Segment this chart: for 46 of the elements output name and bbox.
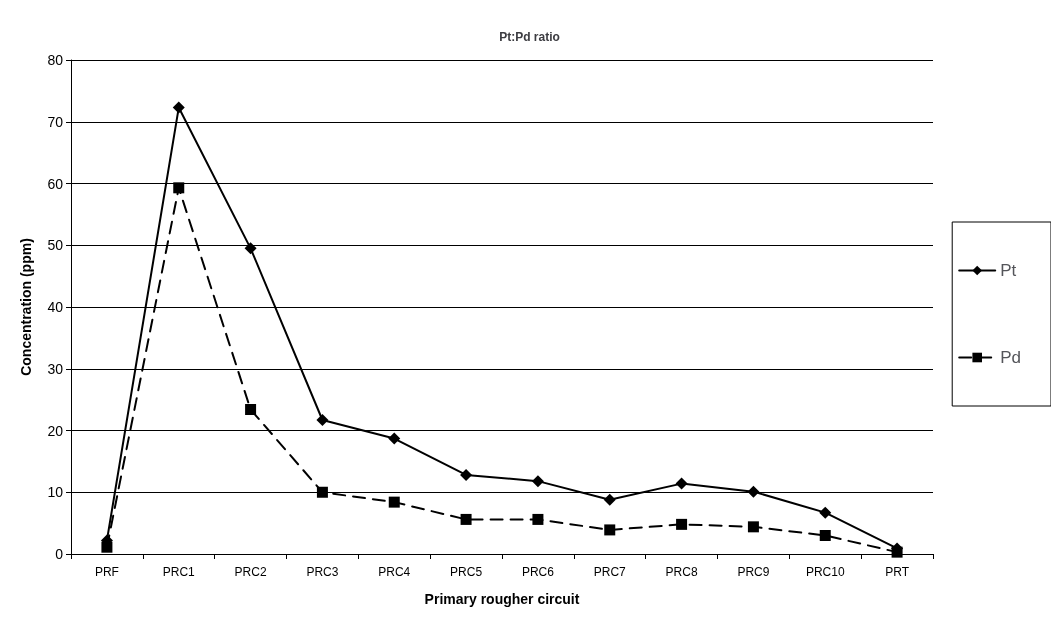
point [747, 485, 760, 498]
point [532, 513, 544, 525]
x-tick-label: PRC8 [665, 565, 698, 579]
point [603, 493, 616, 506]
point [819, 529, 831, 541]
x-tick-label: PRC3 [306, 565, 339, 579]
y-tick-label: 70 [47, 113, 64, 130]
point [388, 496, 400, 508]
y-axis-title: Concentration (ppm) [18, 238, 34, 376]
legend-label: Pt [1000, 261, 1017, 280]
point [531, 475, 544, 488]
point [604, 524, 616, 536]
x-tick-label: PRT [885, 565, 910, 579]
x-tick-label: PRC10 [805, 565, 845, 579]
legend-label: Pd [1000, 348, 1021, 367]
point [245, 404, 257, 416]
point [388, 432, 401, 445]
point [676, 518, 688, 530]
x-tick-label: PRC7 [593, 565, 627, 579]
y-tick-label: 10 [47, 484, 64, 501]
y-tick-label: 40 [47, 299, 64, 315]
y-tick-label: 0 [55, 546, 64, 562]
chart-title: Pt:Pd ratio [499, 30, 560, 44]
x-tick-label: PRF [94, 565, 119, 579]
y-tick-label: 50 [47, 237, 64, 254]
point [316, 486, 328, 498]
point [173, 182, 185, 194]
point [747, 521, 759, 533]
point [460, 468, 473, 481]
point [460, 513, 472, 525]
x-tick-label: PRC1 [162, 565, 196, 579]
y-tick-label: 60 [47, 175, 64, 192]
point [172, 101, 185, 114]
x-tick-label: PRC2 [234, 565, 267, 579]
x-axis-title: Primary rougher circuit [424, 591, 580, 607]
x-tick-label: PRC9 [737, 565, 770, 579]
point [244, 242, 257, 255]
y-tick-label: 30 [47, 360, 64, 377]
point [316, 414, 329, 426]
y-tick-label: 20 [47, 422, 64, 439]
point [675, 477, 688, 490]
x-tick-label: PRC4 [378, 565, 411, 579]
x-tick-label: PRC6 [521, 565, 555, 579]
y-tick-label: 80 [47, 52, 64, 68]
point [819, 506, 832, 519]
x-tick-label: PRC5 [450, 565, 483, 579]
